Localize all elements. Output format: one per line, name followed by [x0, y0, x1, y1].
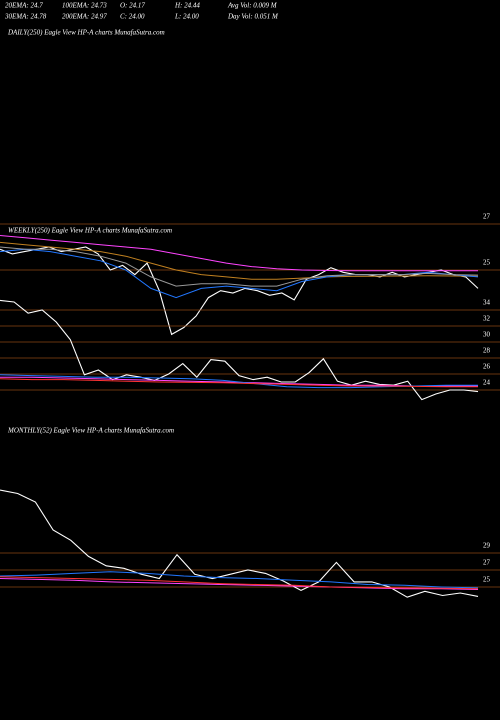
y-tick-label: 27 [483, 559, 491, 567]
y-tick-label: 24 [483, 379, 491, 387]
header-stat: Avg Vol: 0.009 M [227, 2, 278, 10]
panel-title: MONTHLY(52) Eagle View HP-A charts Munaf… [7, 427, 174, 435]
price-line [0, 576, 479, 590]
price-line [0, 489, 479, 598]
price-line [0, 299, 479, 401]
y-tick-label: 32 [483, 315, 491, 323]
panel-title: DAILY(250) Eagle View HP-A charts Munafa… [7, 29, 165, 37]
header-stat: 200EMA: 24.97 [62, 13, 107, 21]
header-stat: 30EMA: 24.78 [4, 13, 47, 21]
header-stat: 100EMA: 24.73 [62, 2, 107, 10]
y-tick-label: 30 [483, 331, 491, 339]
price-line [0, 378, 478, 388]
price-line [0, 578, 479, 590]
y-tick-label: 28 [483, 347, 491, 355]
header-stat: H: 24.44 [174, 2, 200, 10]
header-stat: C: 24.00 [120, 13, 145, 21]
y-tick-label: 27 [483, 213, 491, 221]
header-stat: O: 24.17 [120, 2, 145, 10]
price-line [0, 241, 479, 280]
y-tick-label: 25 [483, 259, 491, 267]
price-line [0, 246, 479, 336]
y-tick-label: 29 [483, 542, 491, 550]
y-tick-label: 34 [483, 299, 491, 307]
header-stat: L: 24.00 [174, 13, 199, 21]
y-tick-label: 25 [483, 576, 491, 584]
panel-title: WEEKLY(250) Eagle View HP-A charts Munaf… [8, 227, 172, 235]
price-line [0, 571, 479, 589]
header-stat: Day Vol: 0.051 M [227, 13, 279, 21]
price-line [0, 246, 479, 287]
y-tick-label: 26 [483, 363, 491, 371]
header-stat: 20EMA: 24.7 [5, 2, 43, 10]
price-line [0, 235, 478, 272]
